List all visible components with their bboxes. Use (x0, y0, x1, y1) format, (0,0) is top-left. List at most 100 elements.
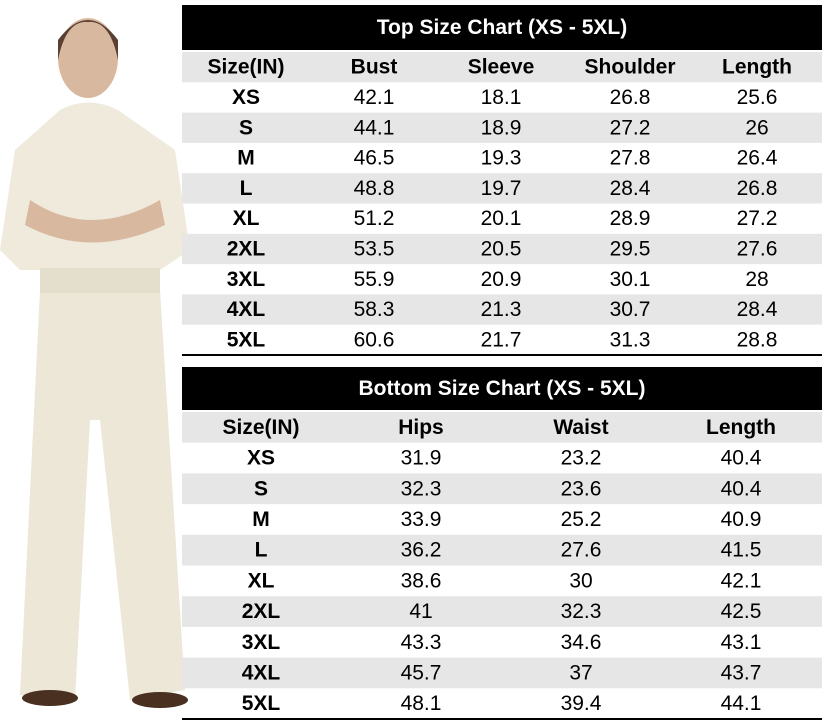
value-cell: 33.9 (401, 508, 442, 531)
column-header: Sleeve (468, 56, 535, 79)
size-cell: L (240, 177, 253, 200)
column-header: Waist (553, 416, 608, 439)
value-cell: 27.2 (610, 116, 651, 139)
value-cell: 27.6 (737, 237, 778, 260)
value-cell: 39.4 (561, 692, 602, 715)
value-cell: 43.1 (721, 631, 762, 654)
value-cell: 23.6 (561, 477, 602, 500)
value-cell: 38.6 (401, 569, 442, 592)
value-cell: 19.7 (481, 177, 522, 200)
column-header: Bust (351, 56, 398, 79)
value-cell: 28.4 (610, 177, 651, 200)
size-cell: XL (233, 207, 260, 230)
value-cell: 42.5 (721, 600, 762, 623)
value-cell: 19.3 (481, 147, 522, 170)
value-cell: 26.4 (737, 147, 778, 170)
size-cell: M (252, 508, 270, 531)
size-cell: XL (248, 569, 275, 592)
value-cell: 40.9 (721, 508, 762, 531)
value-cell: 53.5 (354, 237, 395, 260)
row-stripe (182, 596, 822, 627)
size-cell: XS (232, 86, 260, 109)
value-cell: 58.3 (354, 298, 395, 321)
value-cell: 40.4 (721, 477, 762, 500)
column-header: Size(IN) (222, 416, 299, 439)
size-cell: XS (247, 447, 275, 470)
column-header: Length (706, 416, 776, 439)
value-cell: 18.1 (481, 86, 522, 109)
value-cell: 51.2 (354, 207, 395, 230)
row-stripe (182, 657, 822, 689)
value-cell: 30.7 (610, 298, 651, 321)
value-cell: 29.5 (610, 237, 651, 260)
value-cell: 31.3 (610, 328, 651, 351)
value-cell: 28.4 (737, 298, 778, 321)
value-cell: 48.1 (401, 692, 442, 715)
value-cell: 32.3 (401, 477, 442, 500)
value-cell: 36.2 (401, 539, 442, 562)
size-cell: 2XL (227, 237, 266, 260)
table-title: Top Size Chart (XS - 5XL) (377, 16, 627, 39)
size-cell: M (237, 147, 255, 170)
value-cell: 60.6 (354, 328, 395, 351)
value-cell: 27.2 (737, 207, 778, 230)
tables: Top Size Chart (XS - 5XL) Size(IN) Bust Sle… (182, 5, 822, 720)
value-cell: 30.1 (610, 268, 651, 291)
value-cell: 42.1 (721, 569, 762, 592)
row-stripe (182, 473, 822, 505)
value-cell: 37 (569, 661, 592, 684)
row-stripe (182, 534, 822, 566)
value-cell: 23.2 (561, 447, 602, 470)
value-cell: 46.5 (354, 147, 395, 170)
size-cell: S (254, 477, 268, 500)
value-cell: 32.3 (561, 600, 602, 623)
value-cell: 20.5 (481, 237, 522, 260)
value-cell: 20.1 (481, 207, 522, 230)
value-cell: 28.8 (737, 328, 778, 351)
value-cell: 26 (745, 116, 768, 139)
value-cell: 44.1 (721, 692, 762, 715)
value-cell: 27.8 (610, 147, 651, 170)
value-cell: 28 (745, 268, 768, 291)
row-stripe (182, 173, 822, 204)
size-cell: 5XL (242, 692, 281, 715)
value-cell: 20.9 (481, 268, 522, 291)
size-cell: 4XL (227, 298, 266, 321)
row-stripe (182, 112, 822, 143)
value-cell: 26.8 (737, 177, 778, 200)
value-cell: 21.3 (481, 298, 522, 321)
value-cell: 18.9 (481, 116, 522, 139)
column-header: Shoulder (584, 56, 675, 79)
value-cell: 21.7 (481, 328, 522, 351)
value-cell: 26.8 (610, 86, 651, 109)
value-cell: 45.7 (401, 661, 442, 684)
title-bar (182, 5, 822, 50)
size-cell: 3XL (227, 268, 266, 291)
size-cell: S (239, 116, 253, 139)
value-cell: 44.1 (354, 116, 395, 139)
value-cell: 27.6 (561, 539, 602, 562)
value-cell: 42.1 (354, 86, 395, 109)
value-cell: 25.2 (561, 508, 602, 531)
title-bar (182, 367, 822, 410)
size-cell: 4XL (242, 661, 281, 684)
header-row (182, 412, 822, 443)
size-cell: L (255, 539, 268, 562)
value-cell: 41.5 (721, 539, 762, 562)
column-header: Size(IN) (207, 56, 284, 79)
value-cell: 43.7 (721, 661, 762, 684)
value-cell: 34.6 (561, 631, 602, 654)
size-cell: 2XL (242, 600, 281, 623)
value-cell: 28.9 (610, 207, 651, 230)
size-cell: 5XL (227, 328, 266, 351)
model-photo (0, 0, 190, 721)
value-cell: 41 (409, 600, 432, 623)
column-header: Length (722, 56, 792, 79)
header-row (182, 52, 822, 83)
row-stripe (182, 294, 822, 325)
value-cell: 25.6 (737, 86, 778, 109)
value-cell: 55.9 (354, 268, 395, 291)
value-cell: 31.9 (401, 447, 442, 470)
value-cell: 43.3 (401, 631, 442, 654)
